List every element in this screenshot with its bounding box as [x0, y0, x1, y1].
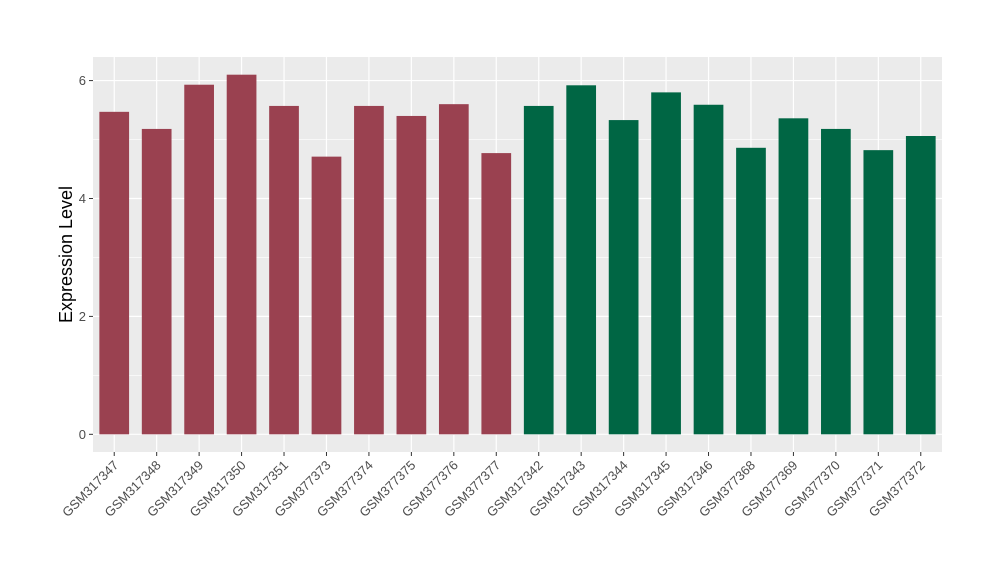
y-axis-title: Expression Level	[56, 186, 76, 323]
bar-GSM317347	[99, 111, 130, 435]
y-tick-label: 0	[79, 427, 86, 442]
bar-GSM317350	[226, 74, 257, 435]
bar-GSM317342	[523, 105, 554, 435]
bar-GSM377373	[311, 156, 342, 435]
bar-GSM377368	[736, 147, 766, 435]
y-tick-label: 2	[79, 309, 86, 324]
bar-GSM377371	[863, 150, 894, 435]
bars	[99, 74, 936, 435]
y-axis: 0 2 4 6	[79, 73, 93, 442]
bar-GSM377376	[438, 104, 469, 435]
bar-GSM377375	[396, 115, 427, 435]
bar-GSM377372	[905, 136, 936, 435]
bar-GSM377370	[821, 128, 851, 435]
y-tick-label: 6	[79, 73, 86, 88]
bar-GSM317351	[269, 105, 299, 435]
bar-GSM317346	[693, 104, 724, 435]
bar-GSM377369	[778, 118, 809, 435]
bar-GSM317344	[608, 120, 639, 435]
bar-GSM377374	[354, 105, 384, 435]
bar-GSM317348	[141, 128, 172, 435]
plot-panel	[93, 57, 942, 452]
bar-GSM317343	[566, 85, 597, 435]
bar-GSM377377	[481, 153, 512, 435]
bar-GSM317345	[651, 92, 681, 435]
y-tick-label: 4	[79, 191, 86, 206]
bar-GSM317349	[184, 84, 214, 435]
x-axis: GSM317347GSM317348GSM317349GSM317350GSM3…	[59, 452, 928, 520]
